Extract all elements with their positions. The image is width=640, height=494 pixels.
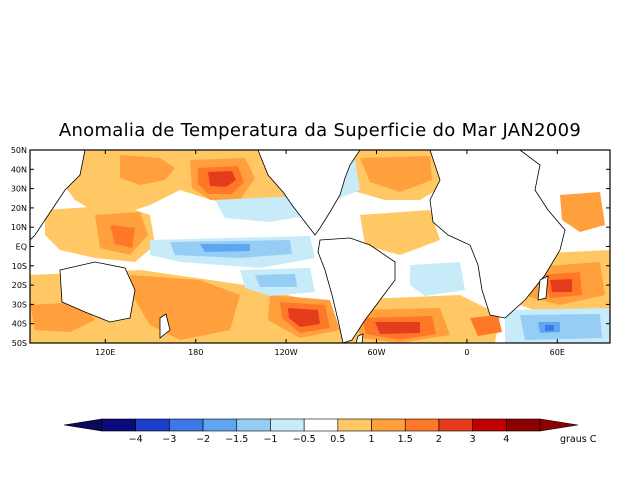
anomaly-tropical-atlantic — [360, 210, 440, 255]
land-north-america — [257, 150, 361, 236]
colorbar-tick-label: 2 — [436, 434, 442, 445]
continents — [30, 150, 566, 343]
anomaly-south-pacific-orange — [130, 275, 240, 340]
colorbar-tick-label: 3 — [470, 434, 476, 445]
colorbar-tick-label: −0.5 — [293, 434, 316, 445]
lat-label: 10N — [11, 223, 27, 232]
colorbar-tick-label: −4 — [129, 434, 143, 445]
lat-label: 40N — [11, 165, 27, 174]
colorbar-swatch — [404, 418, 440, 432]
colorbar-swatch — [202, 418, 238, 432]
anomaly-north-atlantic-orange — [360, 156, 432, 192]
colorbar-tick-label: −2 — [196, 434, 210, 445]
colorbar-tick-label: −1 — [263, 434, 277, 445]
map-title: Anomalia de Temperatura da Superficie do… — [58, 120, 582, 141]
colorbar-tick-label: 4 — [503, 434, 509, 445]
lon-label: 120E — [95, 348, 115, 357]
colorbar-swatch — [236, 418, 271, 432]
land-antarctic-peninsula — [355, 333, 364, 343]
lon-label: 120W — [275, 348, 298, 357]
colorbar-tick-label: 1 — [369, 434, 375, 445]
colorbar-tick-label: −1.5 — [225, 434, 248, 445]
anomaly-indian-ocean-core — [550, 279, 572, 292]
colorbar-swatch — [371, 418, 406, 432]
colorbar-swatch — [506, 418, 541, 432]
land-europe-africa — [429, 150, 566, 319]
lat-label: 30N — [11, 185, 27, 194]
colorbar-swatch — [472, 418, 507, 432]
lat-label: 40S — [12, 320, 27, 329]
colorbar: −4 −3 −2 −1.5 −1 −0.5 0.5 1 1.5 2 3 4 — [63, 418, 579, 445]
lat-label: EQ — [16, 243, 27, 252]
anomaly-field — [30, 150, 610, 343]
land-new-zealand — [159, 313, 171, 339]
anomaly-south-pacific-cold2 — [255, 274, 297, 287]
colorbar-swatch — [101, 418, 136, 432]
anomaly-south-atlantic-cold — [410, 262, 465, 296]
lon-label: 180 — [188, 348, 203, 357]
land-madagascar — [537, 275, 549, 301]
lat-label: 50S — [12, 339, 27, 348]
colorbar-swatch — [169, 418, 204, 432]
lat-label: 10S — [12, 262, 27, 271]
land-south-america — [317, 237, 396, 343]
anomaly-southern-indian-cold2 — [520, 314, 602, 340]
colorbar-swatch — [438, 418, 473, 432]
lon-label: 60E — [550, 348, 565, 357]
lat-label: 20S — [12, 281, 27, 290]
land-australia — [59, 261, 136, 323]
anomaly-benguela-red — [470, 315, 502, 336]
colorbar-tick-label: −3 — [162, 434, 176, 445]
latitude-axis: 50N 40N 30N 20N 10N EQ 10S 20S 30S 40S 50S — [11, 146, 610, 348]
longitude-axis: 120E 180 120W 60W 0 60E — [95, 150, 565, 357]
colorbar-swatch — [303, 418, 339, 432]
colorbar-swatch — [135, 418, 170, 432]
lat-label: 20N — [11, 204, 27, 213]
anomaly-north-pacific-core — [208, 171, 236, 187]
lat-label: 50N — [11, 146, 27, 155]
colorbar-swatch — [337, 418, 372, 432]
lat-label: 30S — [12, 300, 27, 309]
lon-label: 60W — [367, 348, 385, 357]
lon-label: 0 — [464, 348, 469, 357]
anomaly-equatorial-cold-core — [200, 244, 250, 252]
anomaly-south-atlantic-core — [375, 322, 420, 334]
anomaly-southern-indian-core2 — [545, 325, 554, 331]
colorbar-unit-label: graus C — [560, 434, 597, 445]
anomaly-arabian-sea-warm — [560, 192, 605, 232]
colorbar-tick-label: 1.5 — [398, 434, 413, 445]
anomaly-ne-pacific-cold — [215, 196, 310, 222]
colorbar-swatch — [270, 418, 305, 432]
colorbar-tick-label: 0.5 — [330, 434, 345, 445]
anomaly-north-pacific-orange — [120, 155, 175, 185]
colorbar-arrow-high — [539, 418, 579, 432]
anomaly-south-pacific-core — [288, 308, 320, 327]
colorbar-arrow-low — [63, 418, 103, 432]
anomaly-west-pacific-red — [110, 225, 135, 248]
land-asia — [30, 150, 86, 241]
